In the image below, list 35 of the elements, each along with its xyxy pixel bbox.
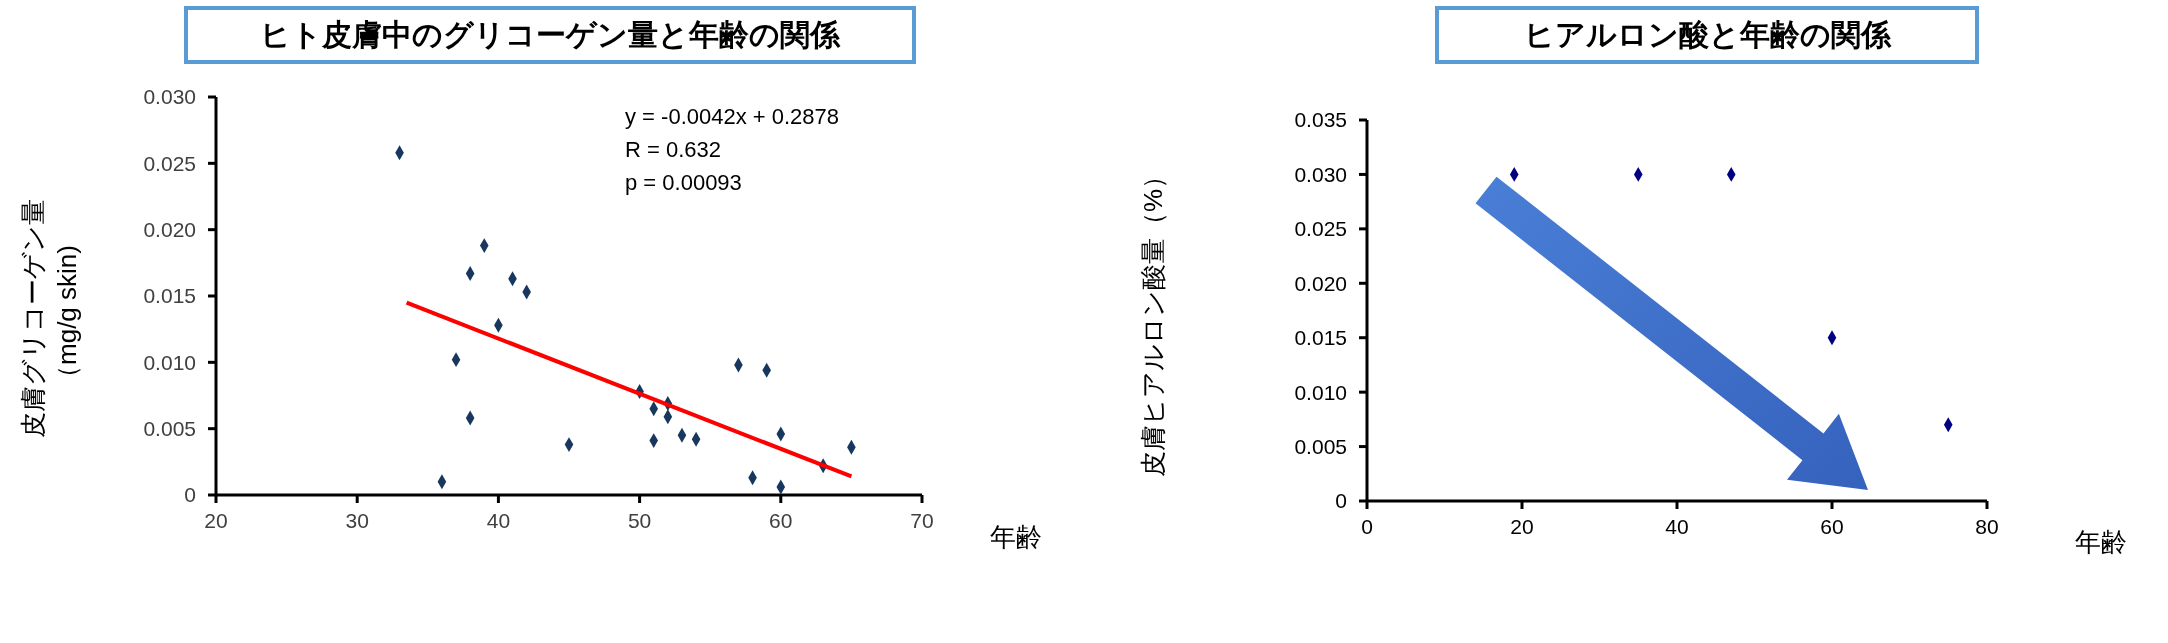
x-axis-title: 年齢 (990, 521, 1042, 554)
y-tick-label: 0 (184, 483, 196, 507)
chart-title: ヒアルロン酸と年齢の関係 (1435, 6, 1979, 64)
x-tick-label: 30 (345, 508, 369, 532)
x-axis-title: 年齢 (2075, 526, 2127, 559)
x-tick-label: 60 (1820, 514, 1844, 538)
y-tick-label: 0.030 (1294, 162, 1347, 186)
x-tick-label: 0 (1361, 514, 1373, 538)
y-tick-label: 0.025 (143, 151, 196, 175)
x-tick-label: 70 (910, 508, 934, 532)
y-tick-label: 0.030 (143, 85, 196, 109)
x-tick-label: 60 (769, 508, 793, 532)
x-tick-label: 40 (1665, 514, 1689, 538)
y-tick-label: 0.010 (143, 350, 196, 374)
annotation: p = 0.00093 (625, 169, 743, 197)
y-tick-label: 0.010 (1294, 380, 1347, 404)
x-tick-label: 50 (627, 508, 652, 532)
x-tick-label: 80 (1975, 514, 1999, 538)
y-tick-label: 0.005 (143, 417, 196, 441)
x-tick-label: 20 (204, 508, 228, 532)
annotation: y = -0.0042x + 0.2878 (625, 103, 840, 131)
x-tick-label: 40 (486, 508, 511, 532)
y-tick-label: 0.035 (1294, 108, 1347, 132)
y-tick-label: 0.025 (1294, 217, 1347, 241)
y-tick-label: 0.015 (1294, 326, 1347, 350)
chart-title: ヒト皮膚中のグリコーゲン量と年齢の関係 (184, 6, 916, 64)
y-tick-label: 0 (1335, 489, 1347, 513)
annotation: R = 0.632 (625, 136, 722, 164)
y-axis-title: 皮膚ヒアルロン酸量（%） (1137, 161, 1169, 480)
y-tick-label: 0.005 (1294, 435, 1347, 459)
y-tick-label: 0.020 (143, 218, 196, 242)
y-tick-label: 0.020 (1294, 271, 1347, 295)
y-axis-title: 皮膚グリコーゲン量（mg/g skin) (17, 197, 83, 440)
x-tick-label: 20 (1510, 514, 1534, 538)
y-tick-label: 0.015 (143, 284, 196, 308)
